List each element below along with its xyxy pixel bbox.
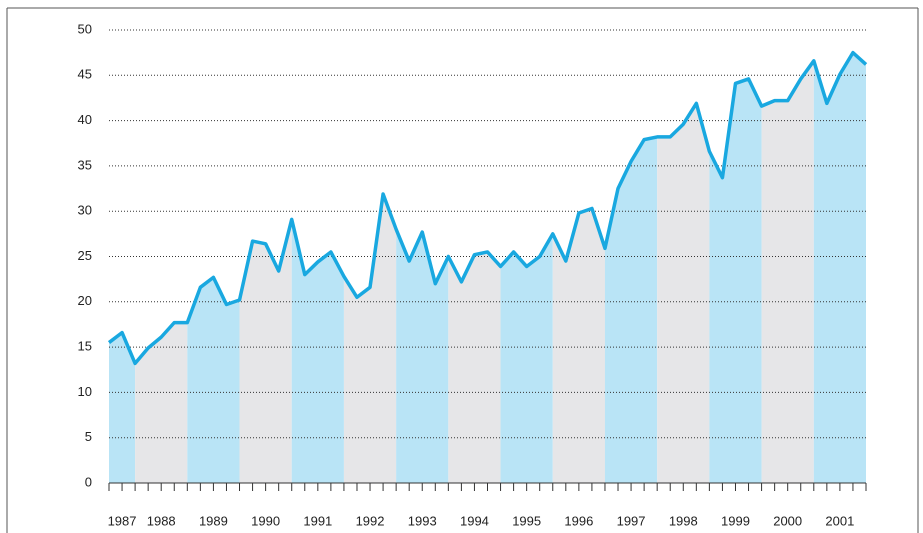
y-tick-label: 0: [85, 474, 92, 489]
y-tick-label: 10: [78, 384, 92, 399]
data-line: [107, 50, 868, 366]
x-band-label: 1996: [564, 513, 593, 528]
y-tick-label: 30: [78, 203, 92, 218]
x-band-label: 1991: [303, 513, 332, 528]
x-band-label: 1992: [356, 513, 385, 528]
x-band-label: 1999: [721, 513, 750, 528]
x-band-label: 2001: [825, 513, 854, 528]
y-tick-label: 20: [78, 293, 92, 308]
x-band-label: 1990: [251, 513, 280, 528]
x-band-label: 1997: [617, 513, 646, 528]
x-band-label: 1987: [108, 513, 137, 528]
y-tick-label: 15: [78, 339, 92, 354]
y-tick-label: 5: [85, 429, 92, 444]
y-tick-label: 45: [78, 67, 92, 82]
y-tick-label: 25: [78, 248, 92, 263]
y-tick-label: 40: [78, 112, 92, 127]
y-tick-label: 50: [78, 21, 92, 36]
x-band-label: 1988: [147, 513, 176, 528]
year-band: [187, 52, 240, 483]
x-band-label: 2000: [773, 513, 802, 528]
x-band-label: 1995: [512, 513, 541, 528]
year-band: [657, 52, 710, 483]
x-band-label: 1993: [408, 513, 437, 528]
y-tick-label: 35: [78, 157, 92, 172]
year-band: [761, 52, 814, 483]
year-band: [813, 52, 866, 483]
x-band-label: 1989: [199, 513, 228, 528]
x-band-label: 1994: [460, 513, 489, 528]
x-band-label: 1998: [669, 513, 698, 528]
year-band: [552, 52, 605, 483]
year-band: [709, 52, 762, 483]
